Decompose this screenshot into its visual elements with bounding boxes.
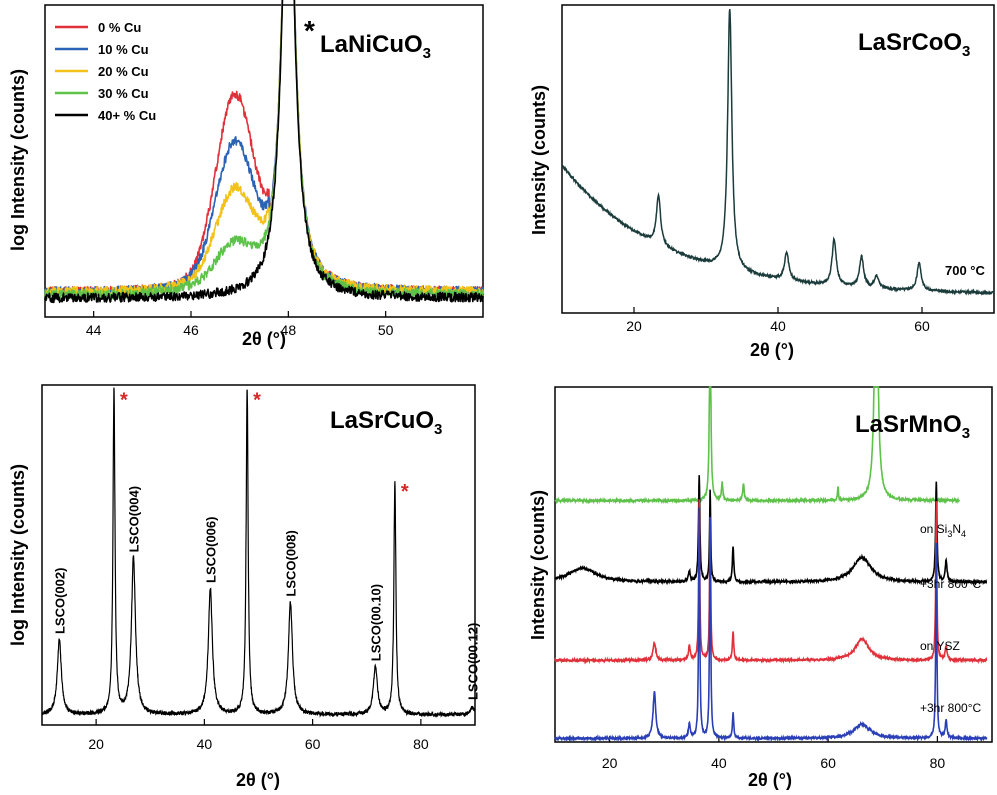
plot-frame [41,384,476,726]
panel-lasrmno3: 20 40 60 80 on Si3N4 +3hr 800°C on YSZ +3hr 80… [528,386,993,790]
x-axis-ticks: 44 46 48 50 [86,311,394,338]
series-line [44,0,484,304]
x-tick-label: 60 [820,755,836,771]
y-axis-label: log Intensity (counts) [8,69,28,251]
x-tick-label: 60 [305,736,321,752]
legend: 0 % Cu 10 % Cu 20 % Cu 30 % Cu 40+ % Cu [55,20,156,123]
series-label: +3hr 800°C [920,577,982,591]
temperature-annotation: 700 °C [945,263,986,278]
panel-lanicuo3: 44 46 48 50 2θ (°) log Intensity (counts) *… [8,0,484,349]
x-axis-label: 2θ (°) [236,770,280,790]
series-label: +3hr 800°C [920,701,982,715]
peak-labels: LSCO(002) * LSCO(004) LSCO(006) * LSCO(008) LS… [52,389,480,700]
peak-label: LSCO(006) [203,517,218,583]
x-tick-label: 80 [930,755,946,771]
legend-entry: 10 % Cu [98,42,149,57]
series-lines [44,0,484,304]
substrate-peak-marker: * [253,389,261,411]
panel-title-subscript: 3 [423,45,431,62]
x-tick-label: 40 [770,318,786,334]
legend-entry: 20 % Cu [98,64,149,79]
legend-entry: 30 % Cu [98,86,149,101]
series-line [554,507,988,743]
series-lines [561,8,995,296]
x-axis-label: 2θ (°) [748,770,792,790]
panel-title: LaSrCoO3 [858,29,970,60]
substrate-peak-marker: * [120,389,128,411]
series-line [554,475,988,586]
series-label: on YSZ [920,639,960,653]
legend-entry: 40+ % Cu [98,108,156,123]
legend-entry: 0 % Cu [98,20,141,35]
panel-title: LaSrMnO3 [855,411,970,442]
x-tick-label: 48 [281,322,297,338]
panel-lasrcuo3: 20 40 60 80 LSCO(002)*LSCO(004) LSCO(006)*LS… [8,384,480,790]
y-axis-label: log Intensity (counts) [8,464,28,646]
x-axis-label: 2θ (°) [750,340,794,360]
series-labels: on Si3N4 +3hr 800°C on YSZ +3hr 800°C [920,522,982,715]
panel-title-subscript: 3 [962,43,970,60]
x-tick-label: 80 [413,736,429,752]
x-tick-label: 60 [914,318,930,334]
panel-lasrcoo3: 20 40 60 2θ (°) Intensity (counts) LaSrCoO… [529,4,995,360]
y-axis-label: Intensity (counts) [528,490,548,640]
x-tick-label: 20 [602,755,618,771]
x-axis-label: 2θ (°) [242,329,286,349]
panel-title-subscript: 3 [962,425,970,442]
series-line [554,386,960,505]
x-tick-label: 46 [183,322,199,338]
x-tick-label: 20 [626,318,642,334]
substrate-peak-marker: * [401,481,409,503]
x-tick-label: 50 [378,322,394,338]
x-tick-label: 44 [86,322,102,338]
x-axis-ticks: 20 40 60 80 [602,736,946,771]
series-label: on Si3N4 [920,522,966,539]
plot-frame [44,4,484,318]
x-tick-label: 40 [197,736,213,752]
panel-title-text: LaSrCuO [330,407,434,434]
peak-label: LSCO(002) [52,568,67,634]
peak-label: LSCO(004) [126,486,141,552]
series-lines [41,387,476,718]
y-axis-label: Intensity (counts) [529,85,549,235]
x-axis-ticks: 20 40 60 80 [88,719,429,752]
peak-label: LSCO(00.10) [368,584,383,661]
peak-label: LSCO(00.12) [465,623,480,700]
series-line [41,387,476,718]
panel-title: LaSrCuO3 [330,407,442,438]
panel-title: LaNiCuO3 [320,31,431,62]
panel-title-subscript: 3 [434,421,442,438]
series-line [561,8,995,296]
panel-title-text: LaSrMnO [855,411,962,438]
x-axis-ticks: 20 40 60 [626,307,930,334]
title-marker: * [304,15,315,46]
plot-frame [554,386,993,743]
series-lines [554,386,988,743]
panel-title-text: LaNiCuO [320,31,423,58]
panel-title-text: LaSrCoO [858,29,962,56]
peak-label: LSCO(008) [283,530,298,596]
series-line [554,499,988,665]
x-tick-label: 20 [88,736,104,752]
x-tick-label: 40 [711,755,727,771]
